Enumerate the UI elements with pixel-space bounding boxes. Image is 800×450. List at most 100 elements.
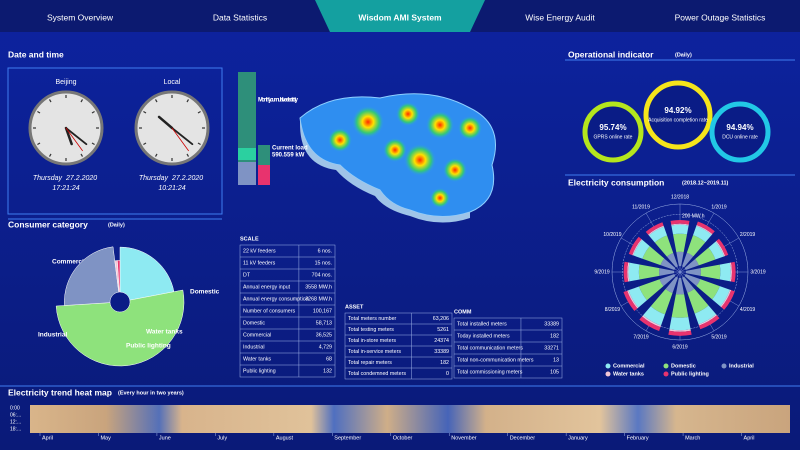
nav-label: Power Outage Statistics [675,12,766,22]
table-value: 68 [326,356,332,362]
legend-label: Commercial [613,363,645,369]
clock-time: 17:21:24 [52,185,79,192]
table-label: Total repair meters [348,360,392,366]
radial-bar [682,276,695,293]
section-subtitle: (Every hour in two years) [118,390,184,396]
section-title: Operational indicator [568,49,654,59]
radial-bar [696,224,713,235]
radial-bar [623,261,629,283]
table-value: 33389 [544,321,559,327]
radial-bar [633,239,650,259]
nav-tab[interactable]: System Overview [47,12,114,22]
radial-bar [669,317,691,331]
table-label: Today installed meters [457,333,510,339]
radial-label: 11/2019 [632,204,650,210]
table-value: 105 [550,369,559,375]
pie-slice [119,246,175,301]
table-label: Total communication meters [457,345,523,351]
ring-label: DCU online rate [722,134,758,140]
radial-bar [670,220,690,225]
radial-bar [675,277,685,295]
table-value: 100,167 [313,308,332,314]
section-title: Date and time [8,49,64,59]
nav-label: Wise Energy Audit [525,12,595,22]
legend-swatch [605,371,611,377]
table [239,244,336,378]
clock-tick [37,142,41,146]
clock-tick [80,153,84,157]
heatmap-ylabel: 18:... [10,426,21,432]
nav-tab[interactable]: Wisdom AMI System [315,0,485,32]
monthly-bar [238,148,256,160]
table-label: Total in-service meters [348,349,401,355]
month-label: February [627,435,649,441]
ring [643,80,713,150]
table-label: Public lighting [243,368,276,374]
clock-city: Beijing [55,79,76,86]
radial-bar [698,314,717,326]
section-subtitle: (2018.12~2019.11) [682,180,729,186]
month-label: April [42,435,53,441]
table-value: 24374 [434,338,449,344]
table-label: Total in-store meters [348,338,396,344]
table-title: COMM [454,309,472,315]
active-tab [315,0,485,32]
month-label: June [159,435,171,441]
section-subtitle: (Daily) [108,222,125,228]
table-value: 132 [323,368,332,374]
table [344,312,453,380]
clock-tick [186,153,190,157]
radial-bar [642,315,662,328]
radial-bar [719,262,731,282]
radial-bar [686,235,706,257]
radial-label: 3/2019 [750,269,766,275]
legend-label: Public lighting [671,371,709,377]
month-label: November [451,435,477,441]
nav-label: System Overview [47,12,114,22]
heatmap [30,405,790,433]
table-label: Commercial [243,332,271,338]
pie-hole [111,293,129,311]
month-label: October [393,435,413,441]
table-border [239,244,336,378]
table-label: Industrial [243,344,265,350]
table [453,317,563,379]
radial-bar [720,289,732,308]
radial-bar [632,239,643,256]
month-label: May [100,435,111,441]
nav-tab[interactable]: Data Statistics [213,12,267,22]
radial-bar [673,233,687,253]
clock-tick [37,110,41,114]
nav-tab[interactable]: Wise Energy Audit [525,12,595,22]
radial-bar [659,268,675,276]
table-label: Total meters number [348,316,397,322]
nav-label: Data Statistics [213,12,267,22]
radial-bar [648,226,668,243]
clock-date: 27.2.2020 [171,175,203,182]
table-value: 33389 [434,349,449,355]
radial-bar [695,247,716,266]
clock-city: Local [164,79,181,86]
clock-tick [154,99,158,103]
table-value: 182 [550,333,559,339]
radial-bar [671,294,689,318]
heatmap-ylabel: 12:... [10,419,21,425]
ring-value: 94.92% [664,106,691,115]
radial-bar [721,290,735,310]
table-title: SCALE [240,236,259,242]
clock-hand [64,126,73,146]
table-label: Total non-communication meters [457,357,534,363]
nav-tab[interactable]: Power Outage Statistics [675,12,766,22]
radial-bar [671,224,689,235]
radial-bar [712,286,730,307]
month-label: September [334,435,361,441]
clock-tick [91,110,95,114]
map-edge [300,118,470,223]
radial-bar [669,329,691,332]
radial-bar [650,288,673,315]
table-label: 11 kV feeders [243,260,276,266]
legend-swatch [721,363,727,369]
radial-bar [698,315,720,330]
clock-day: Thursday [33,175,63,182]
table-value: 58,713 [316,320,332,326]
